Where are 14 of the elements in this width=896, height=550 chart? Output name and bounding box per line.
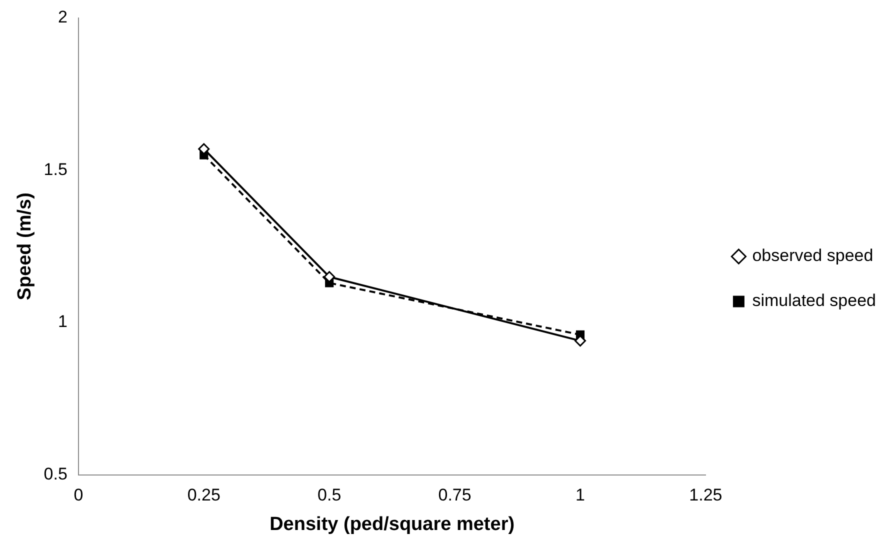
y-tick-label: 0.5 <box>44 464 68 484</box>
x-tick-label: 0.75 <box>438 486 472 505</box>
x-axis-title: Density (ped/square meter) <box>270 514 515 535</box>
x-tick-label: 0.5 <box>318 486 342 505</box>
y-tick-label: 1.5 <box>44 160 68 179</box>
x-tick-label: 1 <box>576 486 585 505</box>
legend-label: simulated speed <box>752 291 876 310</box>
y-axis-title: Speed (m/s) <box>14 192 36 300</box>
x-tick-label: 1.25 <box>689 486 722 505</box>
y-tick-label: 1 <box>58 312 68 332</box>
legend-label: observed speed <box>752 246 874 266</box>
y-tick-label: 2 <box>58 8 68 27</box>
x-tick-label: 0 <box>74 486 84 505</box>
x-tick-label: 0.25 <box>187 486 220 505</box>
